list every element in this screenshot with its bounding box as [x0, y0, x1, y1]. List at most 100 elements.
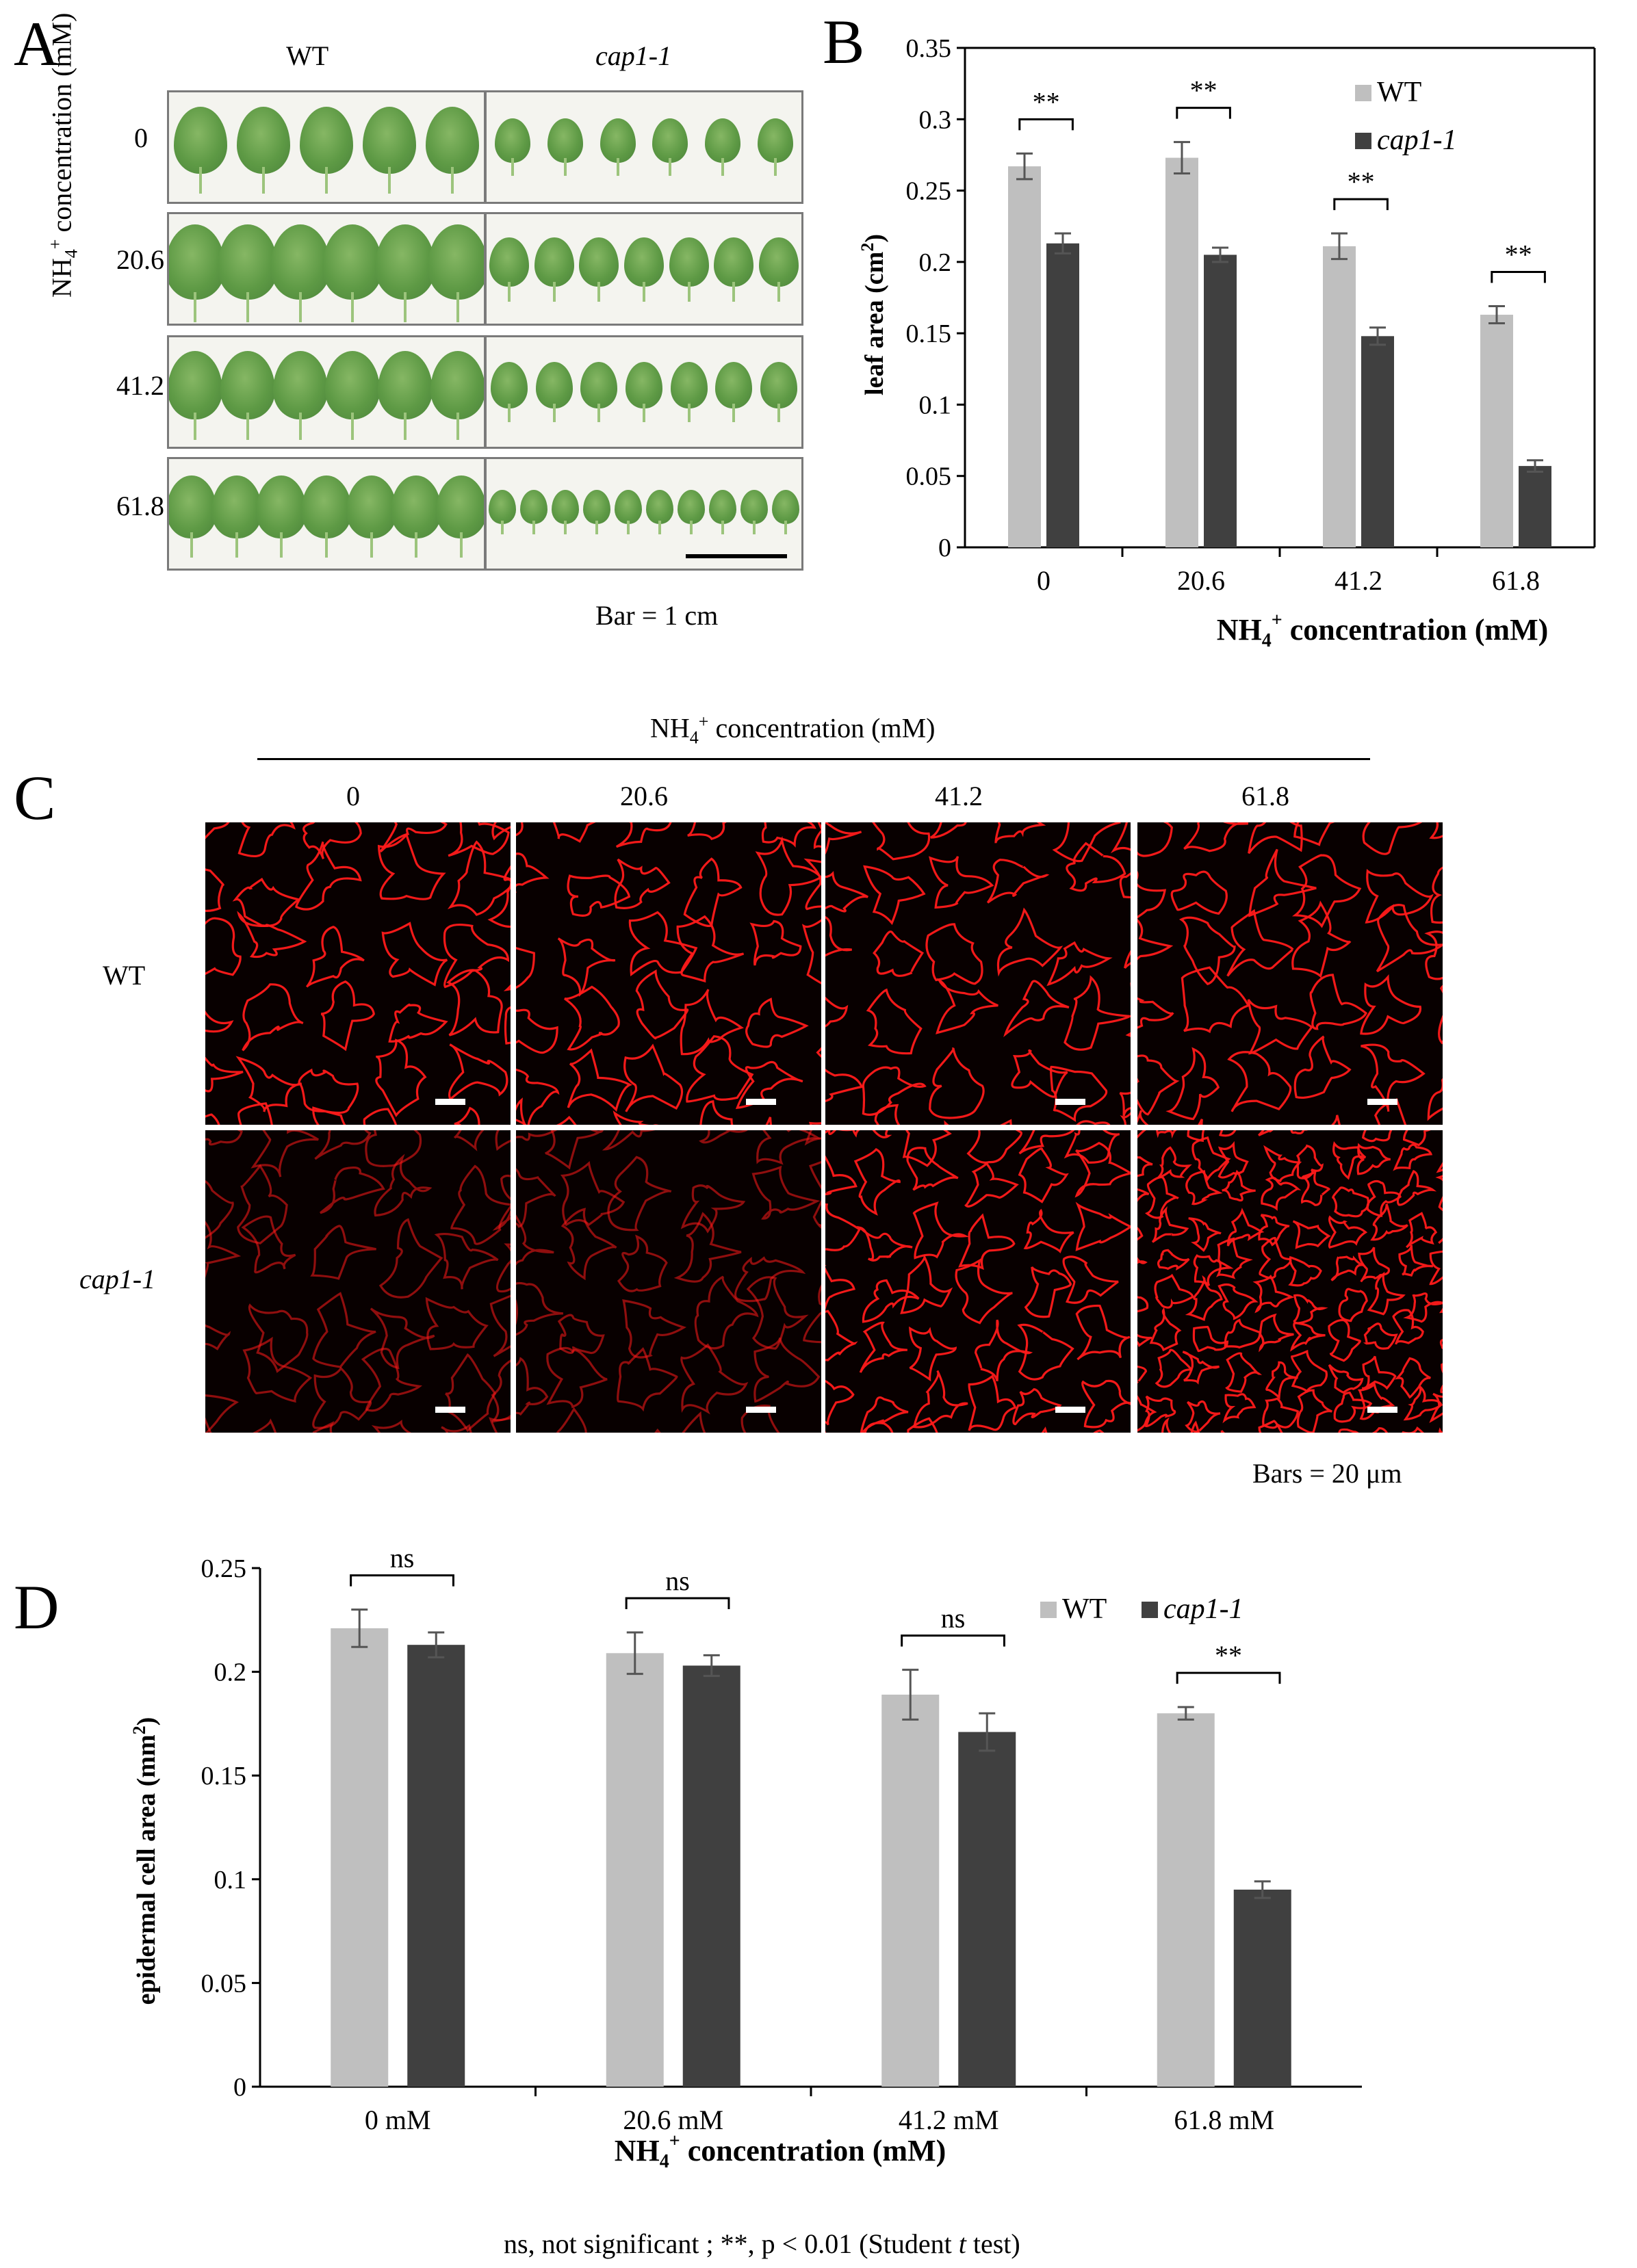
panel-c-row-wt: WT: [103, 960, 146, 991]
cell-outline: [1406, 1212, 1438, 1249]
leaf: [427, 224, 484, 300]
bar-mut: [1519, 466, 1551, 547]
y-tick-label: 0: [233, 2073, 246, 2102]
cell-outline: [1365, 868, 1434, 924]
cell-outline: [205, 868, 224, 912]
cell-outline: [1332, 1141, 1367, 1180]
leaf: [256, 475, 307, 539]
y-tick-label: 0.2: [919, 248, 952, 277]
significance-bracket: [1176, 1671, 1281, 1684]
cell-outline: [1429, 1250, 1443, 1286]
cell-outline: [1192, 1325, 1229, 1353]
confocal-scale-bar: [1055, 1099, 1085, 1105]
cell-outline: [930, 822, 967, 839]
cell-outline: [205, 822, 230, 839]
y-tick-label: 0.35: [906, 34, 952, 63]
cell-outline: [1291, 900, 1352, 978]
legend-swatch-mut: [1142, 1602, 1158, 1618]
cell-outline: [491, 1359, 511, 1423]
bar-mut: [1204, 255, 1237, 547]
leaf: [535, 362, 573, 408]
leaf: [583, 490, 610, 524]
leaf: [489, 490, 516, 524]
cell-outline: [683, 857, 743, 928]
cell-outline: [825, 1130, 854, 1135]
cell-outline: [242, 983, 304, 1052]
cell-outline: [1393, 1143, 1433, 1171]
cell-outline: [906, 1147, 959, 1191]
bar-mut: [682, 1665, 740, 2087]
x-tick-label: 61.8: [1492, 565, 1540, 596]
cell-outline: [761, 822, 816, 848]
cell-outline: [1436, 1162, 1443, 1173]
leaf: [615, 490, 642, 524]
significance-label: ns: [390, 1543, 415, 1574]
leaf: [678, 490, 705, 524]
cell-outline: [866, 988, 923, 1055]
leaf: [325, 351, 381, 419]
cell-outline: [375, 1039, 427, 1117]
cell-outline: [1291, 1349, 1328, 1393]
cell-outline: [853, 1148, 901, 1216]
cell-outline: [556, 1407, 587, 1433]
cell-outline: [232, 877, 301, 927]
leaf: [272, 351, 328, 419]
cell-outline: [253, 1418, 277, 1433]
cell-outline: [1259, 1236, 1292, 1279]
confocal-scale-bar: [435, 1099, 465, 1105]
cell-outline: [560, 1208, 617, 1281]
cell-outline: [1361, 1043, 1426, 1112]
cell-outline: [487, 865, 511, 928]
cell-outline: [446, 969, 503, 1037]
leaf: [300, 107, 353, 174]
cell-outline: [803, 1284, 821, 1344]
cell-outline: [1439, 1333, 1443, 1349]
cell-outline: [1137, 870, 1167, 919]
x-tick-label: 0: [1037, 565, 1050, 596]
cell-outline: [1075, 1201, 1131, 1251]
cell-outline: [445, 1353, 497, 1433]
cell-outline: [1137, 822, 1173, 857]
panel-c-letter: C: [14, 763, 56, 833]
cell-outline: [516, 1281, 563, 1336]
cell-outline: [1227, 1051, 1292, 1112]
significance-bracket: [901, 1634, 1005, 1647]
cell-outline: [388, 1003, 448, 1043]
leaf: [520, 490, 547, 524]
leaf-photo-wt-row-2: [167, 335, 486, 449]
cell-outline: [302, 822, 362, 859]
cell-outline: [856, 1225, 913, 1262]
cell-outline: [381, 922, 448, 987]
panel-b-letter: B: [823, 7, 864, 77]
cell-outline: [205, 1221, 242, 1279]
panel-a-letter: A: [14, 9, 60, 79]
bar-wt: [606, 1653, 664, 2087]
leaf: [547, 118, 583, 163]
cell-outline: [1052, 822, 1122, 863]
y-tick-label: 0.05: [906, 462, 952, 491]
cell-outline: [556, 1115, 577, 1125]
x-tick-label: 20.6 mM: [623, 2104, 723, 2135]
cell-outline: [966, 1130, 1022, 1164]
leaf-photo-wt-row-3: [167, 457, 486, 571]
cell-outline: [237, 1102, 273, 1125]
cell-outline: [1262, 1397, 1299, 1429]
cell-outline: [1161, 1417, 1172, 1433]
cell-outline: [1226, 1208, 1265, 1247]
cell-outline: [1296, 1144, 1324, 1179]
cell-outline: [1429, 822, 1443, 839]
cell-outline: [248, 1303, 309, 1373]
cell-outline: [1309, 974, 1367, 1030]
cell-outline: [237, 911, 307, 959]
cell-outline: [635, 969, 689, 1040]
cell-outline: [1110, 822, 1131, 854]
leaf: [552, 490, 579, 524]
cell-outline: [1370, 1203, 1408, 1241]
cell-outline: [735, 1060, 803, 1110]
leaf: [626, 362, 662, 408]
panel-a-row-3: 61.8: [116, 491, 164, 521]
cell-outline: [1300, 1170, 1330, 1206]
cell-outline: [686, 1035, 754, 1103]
cell-outline: [860, 1396, 909, 1433]
cell-outline: [825, 1265, 855, 1311]
